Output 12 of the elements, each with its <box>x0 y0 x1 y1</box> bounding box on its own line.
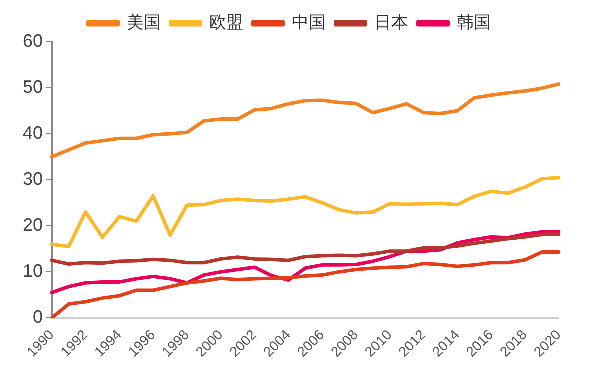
y-tick-label: 30 <box>22 169 44 190</box>
y-tick-label: 0 <box>33 307 44 328</box>
legend-label: 日本 <box>374 12 408 33</box>
legend-label: 中国 <box>292 12 326 33</box>
legend-label: 欧盟 <box>209 12 244 33</box>
legend-label: 韩国 <box>456 12 491 33</box>
legend-label: 美国 <box>126 12 161 33</box>
y-tick-label: 50 <box>22 76 44 97</box>
y-tick-label: 60 <box>22 30 44 51</box>
y-tick-label: 40 <box>22 123 44 143</box>
y-tick-label: 10 <box>22 261 44 282</box>
y-tick-label: 20 <box>22 215 44 236</box>
